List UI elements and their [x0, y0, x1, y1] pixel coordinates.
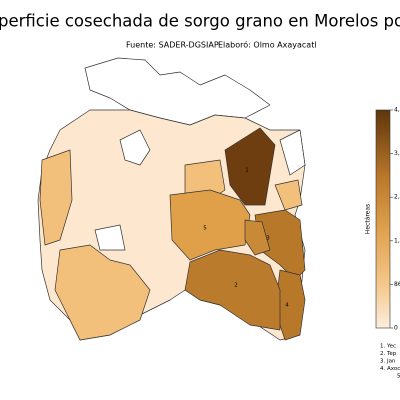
region: [274, 179, 303, 211]
colorbar-label: Hectáreas: [365, 204, 372, 234]
colorbar: [375, 109, 391, 329]
map-label: 2: [234, 283, 238, 289]
region: [39, 149, 73, 246]
colorbar-tick-label: 4,3: [394, 107, 400, 114]
colorbar-tick-label: 0: [394, 325, 398, 332]
region: [54, 244, 151, 341]
source: Fuente: SADER-DGSIAP: [126, 41, 219, 50]
legend-item: 4. Axoc: [380, 366, 400, 372]
colorbar-tick-label: 1,7: [394, 237, 400, 244]
colorbar-tick-label: 3,4: [394, 150, 400, 157]
map-label: 3: [266, 236, 270, 242]
region: [169, 189, 251, 261]
region: [94, 224, 126, 251]
region: [84, 57, 271, 126]
title: perficie cosechada de sorgo grano en Mor…: [0, 12, 400, 31]
colorbar-tick-label: 86: [394, 281, 400, 288]
region: [119, 129, 151, 166]
legend-item: 1. Yec: [380, 344, 396, 350]
map-label: 4: [285, 303, 289, 309]
region: [224, 127, 276, 206]
map: [37, 57, 306, 341]
legend-item: 3. Jan: [380, 359, 396, 365]
region: [279, 129, 306, 176]
colorbar-tick-label: 2,5: [394, 194, 400, 201]
legend-item: 2. Tep: [380, 351, 397, 357]
map-label: 5: [203, 226, 207, 232]
region: [184, 249, 281, 331]
legend-item: 5.: [397, 374, 400, 380]
map-label: 1: [245, 168, 249, 174]
region: [244, 219, 271, 256]
author: Elaboró: Olmo Axayacatl: [218, 40, 317, 50]
